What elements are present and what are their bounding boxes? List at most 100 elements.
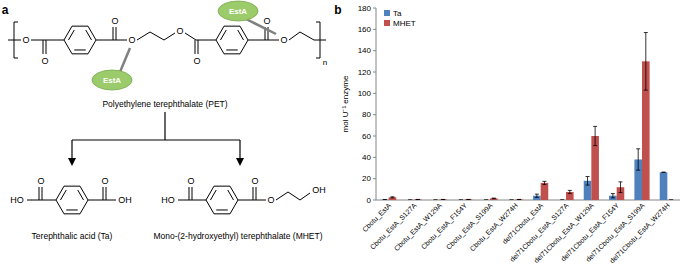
error-bar [669,200,673,201]
error-cap [593,126,597,127]
error-bar [510,200,514,201]
bond [137,32,175,40]
error-cap [441,199,445,200]
error-bar [390,197,394,198]
error-cap [669,200,673,201]
y-tick [373,200,376,201]
bond [64,26,96,54]
label: O [280,35,287,45]
error-bar [636,149,640,170]
enzyme [92,70,132,90]
bond [253,187,254,200]
bond [238,200,266,201]
bar [482,200,490,201]
bar [508,200,516,201]
bond [256,187,257,200]
chart: b020406080100120140160180mol U⁻¹ enzymeC… [334,3,680,265]
label: Terephthalic acid (Ta) [32,231,113,241]
label: 120 [358,68,372,77]
label: 0 [367,196,372,205]
bond [86,30,92,40]
bond [189,187,190,200]
bond [43,40,44,54]
label: Ta [393,9,402,18]
bar [667,200,675,201]
bond [198,40,199,54]
error-cap [434,200,438,201]
error-cap [586,185,590,186]
y-tick [373,178,376,179]
error-cap [459,200,463,201]
error-line [536,194,537,197]
error-cap [459,200,463,201]
bond [239,140,240,160]
label: OH [312,185,326,195]
bar [515,199,523,200]
bond [88,200,116,201]
bar [558,200,566,201]
error-cap [466,199,470,200]
bond [228,190,234,200]
label: O [111,16,118,26]
label: Cbotu_EstA_S127A [369,202,419,252]
error-cap [408,200,412,201]
enzyme [218,1,258,21]
label: 180 [358,4,372,13]
error-cap [593,145,597,146]
bond [103,187,104,200]
bars [381,33,673,200]
error-bar [459,200,463,201]
label: 20 [362,174,371,183]
error-bar [535,194,539,197]
bar [406,200,414,201]
label: b [334,3,341,17]
bar [457,200,465,201]
label: 80 [362,110,371,119]
label: O [251,176,258,186]
bond [206,186,238,214]
bond [46,40,47,54]
error-cap [492,198,496,199]
error-cap [644,90,648,91]
label: del71Cbotu_EstA [501,202,545,246]
error-line [587,177,588,186]
error-cap [542,184,546,185]
label: mol U⁻¹ enzyme [341,75,350,132]
legend-swatch [384,20,390,26]
error-cap [408,200,412,201]
bond [246,19,276,34]
error-cap [383,199,387,200]
bond [238,30,244,40]
bond [106,187,107,200]
bond [220,30,226,40]
y-axis [376,8,377,200]
bond [195,40,196,54]
bond [216,26,248,54]
label: del71Cbotu_EstA_W274H [608,202,671,265]
bond [113,27,114,40]
error-bar [416,199,420,200]
error-cap [636,148,640,149]
error-bar [492,198,496,200]
bar [541,183,549,200]
error-cap [535,197,539,198]
label: 160 [358,25,372,34]
bond [60,190,66,200]
y-tick [373,114,376,115]
bar [389,197,397,200]
bond [8,40,21,41]
label: Cbotu_EstA_F154Y [420,202,470,252]
bond [276,192,310,200]
bond [164,112,165,140]
label: Polyethylene terephthalate (PET) [102,99,227,109]
error-cap [510,200,514,201]
error-cap [466,199,470,200]
bar [432,200,440,201]
error-bar [383,199,387,200]
label: MHET [393,19,416,28]
label: n [323,58,327,67]
label: O [267,195,274,205]
error-cap [568,190,572,191]
error-bar [441,199,445,200]
error-line [612,194,613,198]
